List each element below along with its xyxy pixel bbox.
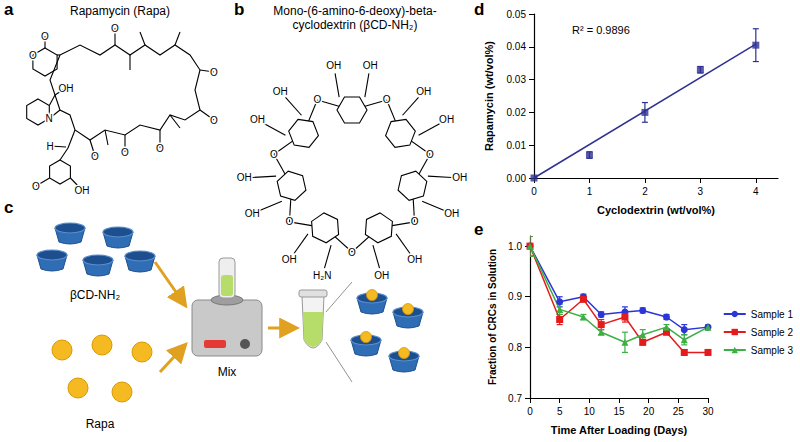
svg-text:O: O bbox=[210, 115, 218, 126]
svg-text:Sample 2: Sample 2 bbox=[751, 327, 794, 338]
svg-text:OH: OH bbox=[374, 270, 389, 281]
svg-text:OH: OH bbox=[245, 208, 260, 219]
svg-text:0.00: 0.00 bbox=[507, 173, 527, 184]
html-text:a: a bbox=[4, 0, 14, 19]
svg-text:OH: OH bbox=[407, 254, 422, 265]
svg-text:25: 25 bbox=[673, 406, 685, 417]
svg-text:O: O bbox=[426, 149, 434, 160]
svg-text:O: O bbox=[348, 247, 356, 258]
svg-text:R² = 0.9896: R² = 0.9896 bbox=[572, 24, 630, 36]
svg-text:O: O bbox=[91, 151, 99, 162]
svg-text:OH: OH bbox=[250, 114, 265, 125]
svg-text:O: O bbox=[121, 147, 129, 158]
svg-text:OH: OH bbox=[452, 172, 467, 183]
svg-text:Time After Loading (Days): Time After Loading (Days) bbox=[551, 424, 688, 436]
svg-text:OH: OH bbox=[282, 254, 297, 265]
svg-text:O: O bbox=[411, 216, 419, 227]
svg-text:20: 20 bbox=[643, 406, 655, 417]
svg-text:0.05: 0.05 bbox=[507, 9, 527, 20]
svg-text:1: 1 bbox=[587, 186, 593, 197]
svg-text:0.8: 0.8 bbox=[508, 342, 522, 353]
svg-text:0: 0 bbox=[531, 186, 537, 197]
svg-text:0: 0 bbox=[527, 406, 533, 417]
svg-text:βCD-NH₂: βCD-NH₂ bbox=[70, 288, 121, 302]
svg-text:O: O bbox=[41, 31, 49, 42]
svg-text:O: O bbox=[29, 50, 37, 61]
svg-text:OH: OH bbox=[237, 172, 252, 183]
svg-text:OH: OH bbox=[363, 60, 378, 71]
svg-text:O: O bbox=[111, 23, 119, 34]
svg-text:0.9: 0.9 bbox=[508, 291, 522, 302]
html-text:d: d bbox=[474, 0, 485, 19]
svg-text:Rapa: Rapa bbox=[86, 417, 115, 431]
svg-text:3: 3 bbox=[698, 186, 704, 197]
svg-text:1.0: 1.0 bbox=[508, 241, 522, 252]
svg-text:0.7: 0.7 bbox=[508, 393, 522, 404]
svg-text:O: O bbox=[270, 149, 278, 160]
svg-text:0.02: 0.02 bbox=[507, 107, 527, 118]
svg-text:Cyclodextrin (wt/vol%): Cyclodextrin (wt/vol%) bbox=[597, 204, 715, 216]
svg-text:O: O bbox=[156, 143, 164, 154]
svg-text:OH: OH bbox=[444, 208, 459, 219]
svg-text:0.03: 0.03 bbox=[507, 74, 527, 85]
svg-text:15: 15 bbox=[613, 406, 625, 417]
svg-text:Sample 3: Sample 3 bbox=[751, 345, 794, 356]
svg-text:OH: OH bbox=[59, 83, 74, 94]
svg-text:OH: OH bbox=[439, 114, 454, 125]
html-text:e: e bbox=[474, 220, 484, 239]
svg-text:O: O bbox=[32, 181, 40, 192]
svg-text:Fraction of CRCs in Solution: Fraction of CRCs in Solution bbox=[487, 249, 498, 385]
svg-text:5: 5 bbox=[557, 406, 563, 417]
svg-text:OH: OH bbox=[326, 60, 341, 71]
svg-text:0.04: 0.04 bbox=[507, 41, 527, 52]
html-text:c: c bbox=[4, 198, 14, 217]
svg-text:OH: OH bbox=[75, 185, 90, 196]
svg-text:N: N bbox=[45, 113, 52, 124]
svg-text:30: 30 bbox=[702, 406, 714, 417]
svg-text:4: 4 bbox=[753, 186, 759, 197]
svg-text:Mix: Mix bbox=[218, 365, 237, 379]
svg-text:OH: OH bbox=[273, 86, 288, 97]
svg-text:O: O bbox=[313, 94, 321, 105]
svg-text:10: 10 bbox=[584, 406, 596, 417]
svg-text:O: O bbox=[286, 216, 294, 227]
svg-text:2: 2 bbox=[642, 186, 648, 197]
html-text:Mono-(6-amino-6-deoxy)-beta-cy: Mono-(6-amino-6-deoxy)-beta-cyclodextrin… bbox=[273, 4, 437, 32]
svg-text:0.01: 0.01 bbox=[507, 140, 527, 151]
svg-text:Sample 1: Sample 1 bbox=[751, 309, 794, 320]
svg-text:OH: OH bbox=[416, 86, 431, 97]
html-text:b: b bbox=[234, 0, 245, 19]
html-text:Rapamycin (Rapa): Rapamycin (Rapa) bbox=[70, 4, 170, 18]
svg-text:Rapamycin (wt/vol%): Rapamycin (wt/vol%) bbox=[483, 41, 495, 151]
svg-text:O: O bbox=[210, 67, 218, 78]
svg-text:H: H bbox=[46, 141, 53, 152]
svg-text:H₂N: H₂N bbox=[313, 270, 331, 281]
svg-text:O: O bbox=[383, 94, 391, 105]
